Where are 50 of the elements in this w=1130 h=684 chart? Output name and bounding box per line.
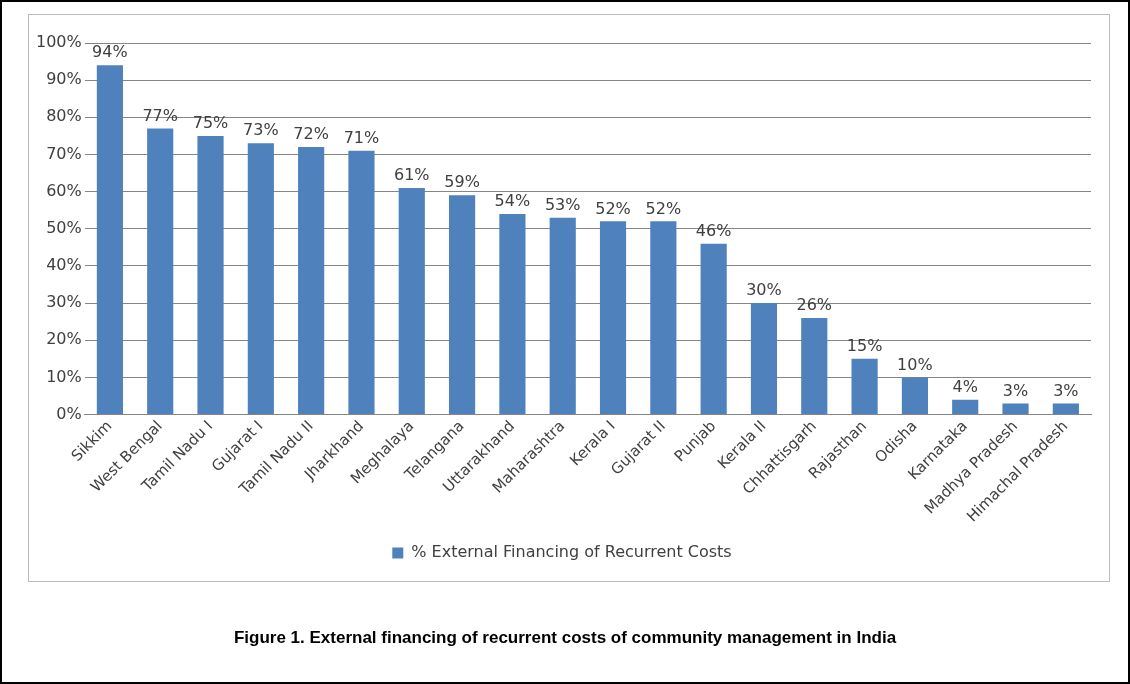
bar	[197, 135, 224, 415]
data-label: 59%	[444, 172, 480, 192]
bar	[952, 399, 979, 415]
bar	[549, 217, 576, 415]
bar	[499, 213, 526, 415]
y-tick-label: 10%	[46, 366, 82, 386]
y-tick-label: 60%	[46, 180, 82, 200]
bar	[851, 358, 878, 415]
bar	[700, 243, 727, 415]
bar	[147, 128, 174, 415]
data-label: 30%	[746, 280, 782, 300]
data-label: 52%	[595, 198, 631, 218]
y-tick-label: 30%	[46, 292, 82, 312]
bar	[348, 150, 375, 415]
bar	[650, 221, 677, 415]
bar	[750, 303, 778, 415]
data-label: 4%	[952, 376, 978, 396]
bar	[247, 143, 274, 415]
data-label: 75%	[192, 113, 229, 133]
data-label: 10%	[897, 354, 933, 374]
legend-label: % External Financing of Recurrent Costs	[411, 542, 732, 562]
bar	[449, 195, 476, 415]
data-label: 94%	[92, 42, 128, 62]
caption: Figure 1. External financing of recurrent costs of community management in India	[232, 628, 898, 648]
data-label: 3%	[1053, 380, 1079, 400]
y-tick-label: 0%	[56, 403, 82, 423]
bar	[96, 65, 123, 415]
data-label: 61%	[393, 165, 430, 185]
y-tick-label: 50%	[46, 217, 82, 237]
y-tick-label: 90%	[46, 69, 82, 89]
bar	[1002, 403, 1029, 415]
bar	[599, 221, 627, 415]
data-label: 73%	[243, 120, 279, 140]
data-label: 15%	[846, 335, 883, 355]
bar	[398, 187, 425, 415]
y-tick-label: 100%	[35, 32, 82, 52]
bar	[801, 317, 828, 415]
y-tick-label: 20%	[46, 329, 82, 349]
data-label: 72%	[293, 124, 329, 144]
data-label: 3%	[1002, 380, 1029, 400]
y-tick-label: 40%	[46, 255, 82, 275]
data-label: 52%	[645, 198, 682, 218]
data-label: 53%	[544, 194, 581, 214]
bar	[901, 377, 928, 415]
bar	[1052, 403, 1079, 415]
y-tick-label: 80%	[46, 106, 82, 126]
data-label: 71%	[343, 127, 380, 147]
bar	[298, 147, 325, 415]
data-label: 54%	[494, 191, 531, 211]
y-tick-label: 70%	[46, 143, 82, 163]
